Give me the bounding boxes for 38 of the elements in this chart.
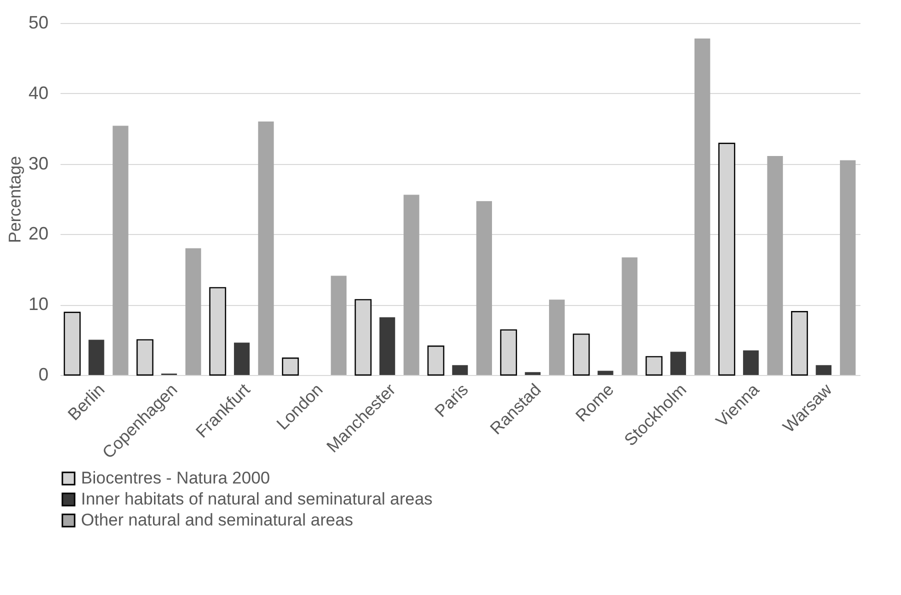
y-tick-label: 0	[38, 364, 48, 384]
bar	[622, 257, 638, 375]
bar	[427, 346, 444, 376]
bar	[185, 248, 202, 375]
bar	[379, 317, 396, 375]
bar	[524, 372, 541, 375]
legend-label: Other natural and seminatural areas	[81, 510, 354, 530]
y-tick-label: 30	[28, 153, 48, 174]
bar	[572, 334, 590, 376]
bar	[330, 276, 347, 375]
bar	[791, 311, 808, 376]
bar	[452, 365, 468, 375]
bar	[646, 356, 662, 376]
y-tick-label: 20	[28, 224, 48, 244]
bar	[500, 329, 518, 376]
bar	[258, 122, 274, 375]
bar	[476, 201, 492, 375]
bar	[88, 340, 104, 375]
y-tick-label: 10	[28, 294, 48, 314]
bar	[767, 156, 783, 375]
y-tick-label: 40	[28, 82, 48, 103]
bar	[136, 339, 154, 376]
bar	[694, 38, 710, 375]
y-axis-title: Percentage	[5, 156, 24, 243]
legend-label: Inner habitats of natural and seminatural areas	[81, 490, 433, 508]
bar	[112, 126, 128, 375]
bar	[282, 358, 299, 376]
bar	[404, 194, 420, 375]
bar	[64, 312, 81, 376]
bar	[598, 370, 614, 375]
bar	[840, 160, 856, 375]
bar	[549, 300, 565, 375]
bar	[816, 365, 832, 375]
legend-label: Biocentres - Natura 2000	[81, 468, 270, 488]
bar	[234, 342, 250, 375]
y-tick-label: 50	[28, 12, 48, 32]
bar	[670, 352, 686, 375]
bar	[743, 350, 759, 375]
